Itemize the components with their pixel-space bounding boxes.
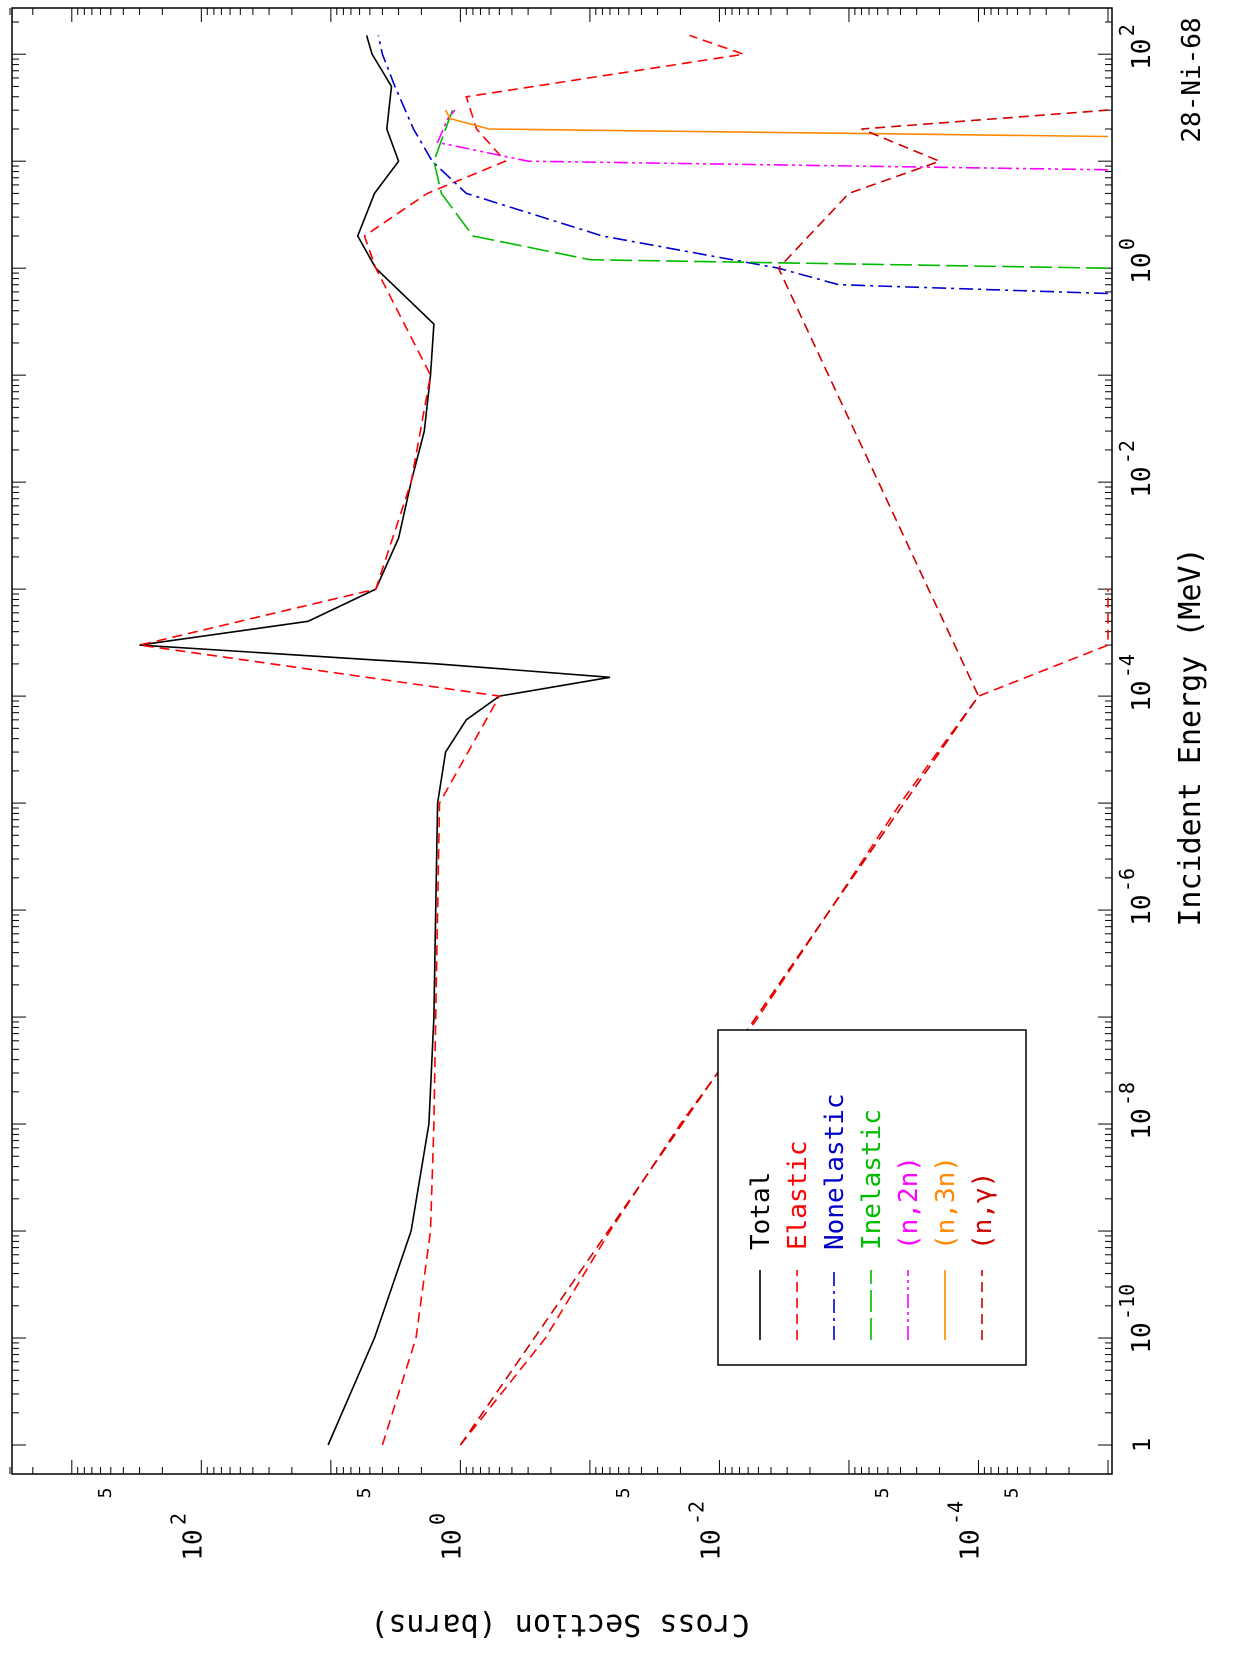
legend-item: Nonelastic [820,1093,850,1250]
chart-title-text: 28-Ni-68 [1177,17,1207,142]
y-minor-label: 5 [1001,1488,1022,1499]
x-tick-label-text: 10 [1127,680,1157,711]
x-axis-title: Incident Energy (MeV) [1173,547,1208,926]
x-tick-label-exponent: 2 [1115,24,1139,36]
y-minor-label-text: 5 [1001,1488,1022,1499]
legend-label: (n,γ) [968,1172,998,1250]
plot-frame [11,7,1113,1475]
y-tick-label: 10-4 [943,1501,985,1561]
x-corner-label-text: 1 [1128,1438,1156,1452]
y-tick-label: 102 [166,1513,208,1561]
y-tick-label-exponent: 0 [425,1513,449,1525]
y-tick-label-exponent: 2 [166,1513,190,1525]
legend-item: Total [746,1172,776,1250]
y-minor-label: 5 [613,1488,634,1499]
legend-item: Elastic [783,1140,813,1250]
y-tick-label-text: 10 [696,1529,726,1560]
x-tick-label: 10-8 [1115,1082,1157,1140]
axis-labels: 10-1010-810-610-410-210010211025100510-2… [95,17,1208,1642]
x-tick-label: 10-10 [1115,1284,1157,1354]
y-tick-label: 100 [425,1513,467,1561]
series--n- [459,109,1109,1446]
legend-item: (n,3n) [931,1156,961,1250]
y-axis-title: Cross Section (barns) [370,1607,749,1642]
x-tick-label-exponent: 0 [1115,238,1139,250]
x-tick-label-exponent: -2 [1115,440,1139,464]
legend-label: (n,3n) [931,1156,961,1250]
x-tick-label-exponent: -10 [1115,1284,1139,1320]
series--n-2n- [436,109,1109,171]
x-tick-label-exponent: -4 [1115,654,1139,678]
legend-label: Inelastic [857,1109,887,1250]
y-minor-label: 5 [872,1488,893,1499]
x-tick-label-exponent: -6 [1115,868,1139,892]
x-tick-label: 10-4 [1115,654,1157,712]
y-minor-label-text: 5 [354,1488,375,1499]
series-inelastic [433,109,1109,269]
y-tick-label-exponent: -2 [684,1501,708,1525]
x-tick-label: 10-6 [1115,868,1157,926]
legend-box [717,1029,1027,1366]
series-total [139,35,611,1446]
y-tick-label-exponent: -4 [943,1501,967,1525]
y-minor-label: 5 [95,1488,116,1499]
legend-label: Nonelastic [820,1093,850,1250]
series-layer [139,34,1109,1446]
x-tick-label-exponent: -8 [1115,1082,1139,1106]
x-corner-label: 1 [1128,1438,1156,1452]
y-minor-label-text: 5 [872,1488,893,1499]
y-tick-label-text: 10 [955,1529,985,1560]
x-axis-title-text: Incident Energy (MeV) [1173,547,1208,926]
y-minor-label-text: 5 [95,1488,116,1499]
y-tick-label: 10-2 [684,1501,726,1561]
x-tick-label: 102 [1115,24,1157,70]
series-nonelastic [377,35,1109,295]
y-minor-label-text: 5 [613,1488,634,1499]
x-tick-label-text: 10 [1127,1322,1157,1353]
y-tick-label-text: 10 [178,1529,208,1560]
legend-label: (n,2n) [894,1156,924,1250]
x-tick-label-text: 10 [1127,894,1157,925]
x-tick-label-text: 10 [1127,1108,1157,1139]
legend-label: Total [746,1172,776,1250]
series--n-3n- [444,109,1109,138]
x-tick-label-text: 10 [1127,39,1157,70]
y-tick-label-text: 10 [437,1529,467,1560]
legend-item: (n,2n) [894,1156,924,1250]
x-tick-label-text: 10 [1127,466,1157,497]
x-tick-label: 100 [1115,238,1157,284]
x-tick-label: 10-2 [1115,440,1157,498]
y-axis-title-text: Cross Section (barns) [370,1607,749,1642]
series-elastic [139,34,744,1446]
legend-label: Elastic [783,1140,813,1250]
x-tick-label-text: 10 [1127,253,1157,284]
axis-ticks [9,8,1112,1474]
series-elastic [459,589,1109,1446]
legend: Total Elastic Nonelastic Inelastic (n,2n) (n,… [717,1029,1027,1366]
legend-item: Inelastic [857,1109,887,1250]
legend-item: (n,γ) [968,1172,998,1250]
chart-title: 28-Ni-68 [1177,17,1207,142]
y-minor-label: 5 [354,1488,375,1499]
